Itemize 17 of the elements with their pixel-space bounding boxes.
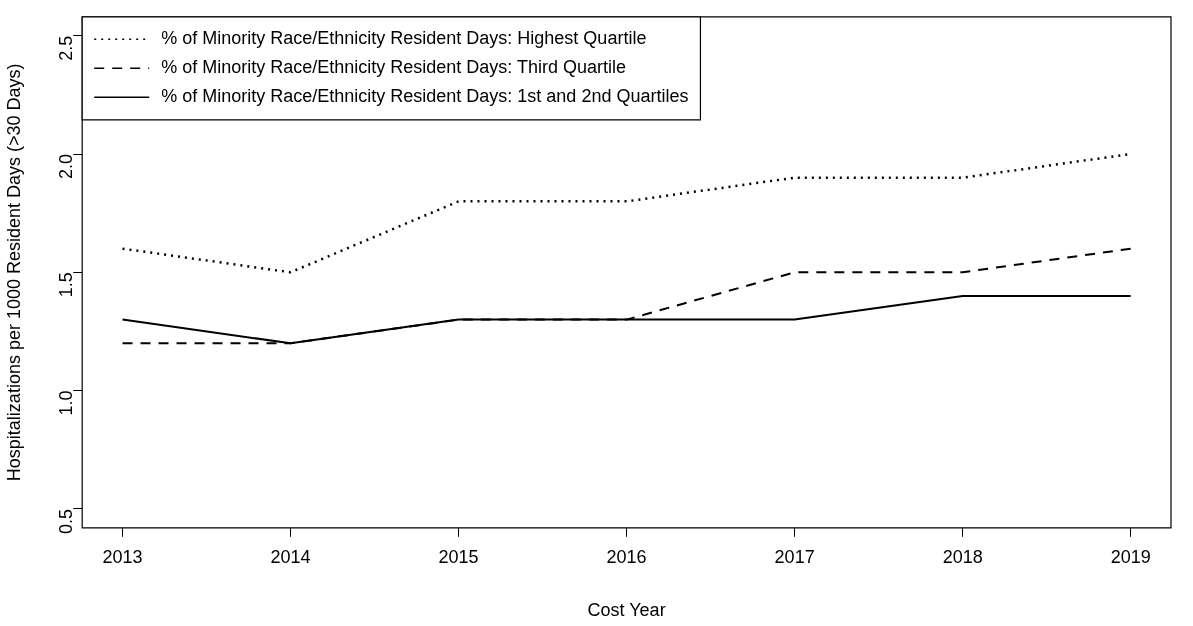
y-tick-label: 2.0 bbox=[56, 154, 77, 180]
x-tick-label: 2016 bbox=[606, 546, 647, 567]
y-axis-title: Hospitalizations per 1000 Resident Days (>30 Days) bbox=[3, 63, 24, 482]
x-tick-label: 2014 bbox=[270, 546, 311, 567]
x-tick-label: 2015 bbox=[438, 546, 479, 567]
x-tick-label: 2013 bbox=[102, 546, 143, 567]
x-tick-label: 2018 bbox=[942, 546, 983, 567]
x-axis-title: Cost Year bbox=[587, 600, 666, 621]
y-tick-label: 0.5 bbox=[56, 508, 77, 534]
legend-label: % of Minority Race/Ethnicity Resident Days: Highest Quartile bbox=[161, 28, 647, 49]
y-tick-label: 1.5 bbox=[56, 272, 77, 298]
x-tick-label: 2019 bbox=[1110, 546, 1151, 567]
y-tick-label: 2.5 bbox=[56, 35, 77, 61]
y-tick-label: 1.0 bbox=[56, 390, 77, 416]
x-tick-label: 2017 bbox=[774, 546, 815, 567]
legend-label: % of Minority Race/Ethnicity Resident Days: 1st and 2nd Quartiles bbox=[161, 86, 689, 107]
legend-label: % of Minority Race/Ethnicity Resident Days: Third Quartile bbox=[161, 57, 627, 78]
